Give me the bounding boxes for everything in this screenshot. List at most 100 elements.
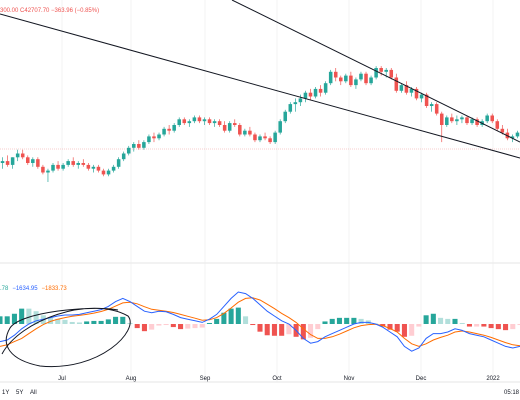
candle-body	[288, 104, 293, 112]
histogram-bar	[156, 324, 162, 326]
candle-body	[278, 121, 282, 133]
candle-body	[157, 134, 161, 139]
candle-body	[116, 159, 121, 167]
candle-body	[313, 88, 318, 97]
candle-body	[121, 153, 126, 160]
histogram-bar	[0, 316, 3, 324]
histogram-bar	[62, 319, 68, 324]
candle-body	[364, 73, 368, 84]
macd-line	[0, 291, 520, 352]
histogram-bar	[91, 320, 97, 324]
candle-body	[222, 125, 227, 131]
histogram-bar	[474, 324, 480, 327]
candle-body	[187, 121, 192, 124]
candle-body	[495, 121, 500, 129]
histogram-bar	[214, 318, 220, 324]
candle-body	[177, 119, 181, 125]
candle-body	[10, 157, 15, 165]
candle-body	[359, 73, 363, 80]
histogram-bar	[336, 317, 342, 324]
histogram-bar	[33, 311, 39, 324]
candle-body	[409, 88, 414, 93]
histogram-bar	[105, 319, 111, 324]
candle-body	[344, 75, 348, 82]
candle-body	[172, 125, 176, 131]
ohlc-readout: 300.00 C42707.70 −363.96 (−0.85%)	[0, 8, 99, 14]
ellipse-drawing[interactable]	[1, 307, 131, 368]
histogram-bar	[76, 322, 82, 324]
lower-trendline[interactable]	[0, 13, 520, 159]
candle-body	[339, 77, 343, 82]
candle-body	[318, 88, 323, 93]
histogram-bar	[98, 320, 104, 324]
histogram-bar	[438, 317, 444, 324]
histogram-bar	[134, 324, 140, 329]
range-5y-button[interactable]: 5Y	[16, 390, 23, 396]
histogram-bar	[358, 318, 364, 324]
candle-body	[202, 119, 207, 122]
histogram-bar	[387, 324, 393, 330]
candle-body	[283, 111, 288, 122]
range-all-button[interactable]: All	[30, 390, 37, 396]
candle-body	[273, 132, 277, 143]
upper-trendline[interactable]	[231, 0, 520, 143]
candle-body	[227, 123, 232, 131]
histogram-bar	[250, 324, 256, 326]
histogram-bar	[69, 321, 75, 324]
candle-body	[374, 68, 378, 78]
candle-body	[132, 144, 136, 148]
histogram-bar	[4, 316, 10, 324]
candle-body	[455, 119, 459, 122]
histogram-bar	[488, 324, 494, 329]
grid-lines	[61, 0, 494, 382]
candle-body	[379, 68, 383, 72]
candle-body	[26, 157, 30, 163]
candle-body	[152, 136, 156, 139]
histogram-bar	[481, 324, 487, 327]
candle-body	[389, 69, 394, 78]
histogram-bar	[517, 324, 520, 326]
candle-body	[0, 161, 5, 163]
candle-body	[101, 170, 106, 175]
histogram-bar	[495, 324, 501, 330]
clock-time: 05:18	[504, 390, 520, 396]
candle-body	[349, 75, 353, 86]
candlestick-series	[0, 66, 520, 182]
candle-body	[20, 153, 25, 158]
candle-body	[475, 119, 479, 125]
candle-body	[243, 130, 247, 135]
candle-body	[354, 79, 358, 86]
histogram-bar	[163, 324, 169, 326]
candle-body	[465, 117, 469, 124]
x-tick-label: Nov	[344, 376, 355, 382]
candle-body	[445, 117, 449, 125]
x-tick-label: 2022	[486, 376, 500, 382]
candle-body	[5, 161, 10, 165]
candle-body	[106, 170, 111, 175]
histogram-bar	[329, 318, 335, 324]
histogram-bar	[113, 316, 119, 324]
candle-body	[394, 77, 399, 91]
signal-line	[0, 297, 520, 347]
histogram-bar	[351, 317, 357, 324]
candle-body	[470, 119, 474, 124]
candle-body	[56, 164, 60, 169]
candle-body	[137, 144, 141, 148]
candle-body	[485, 115, 489, 122]
candle-body	[147, 136, 151, 143]
histogram-bar	[243, 316, 249, 324]
candle-body	[217, 121, 222, 125]
candle-body	[323, 83, 328, 93]
candle-body	[258, 136, 262, 141]
histogram-bar	[322, 321, 328, 324]
histogram-bar	[416, 324, 422, 327]
candle-body	[414, 88, 419, 99]
candle-body	[429, 104, 434, 106]
range-1y-button[interactable]: 1Y	[2, 390, 9, 396]
histogram-bar	[141, 324, 147, 332]
histogram-bar	[401, 324, 407, 337]
candle-body	[61, 164, 65, 169]
histogram-bar	[120, 316, 126, 324]
candle-body	[303, 92, 308, 99]
